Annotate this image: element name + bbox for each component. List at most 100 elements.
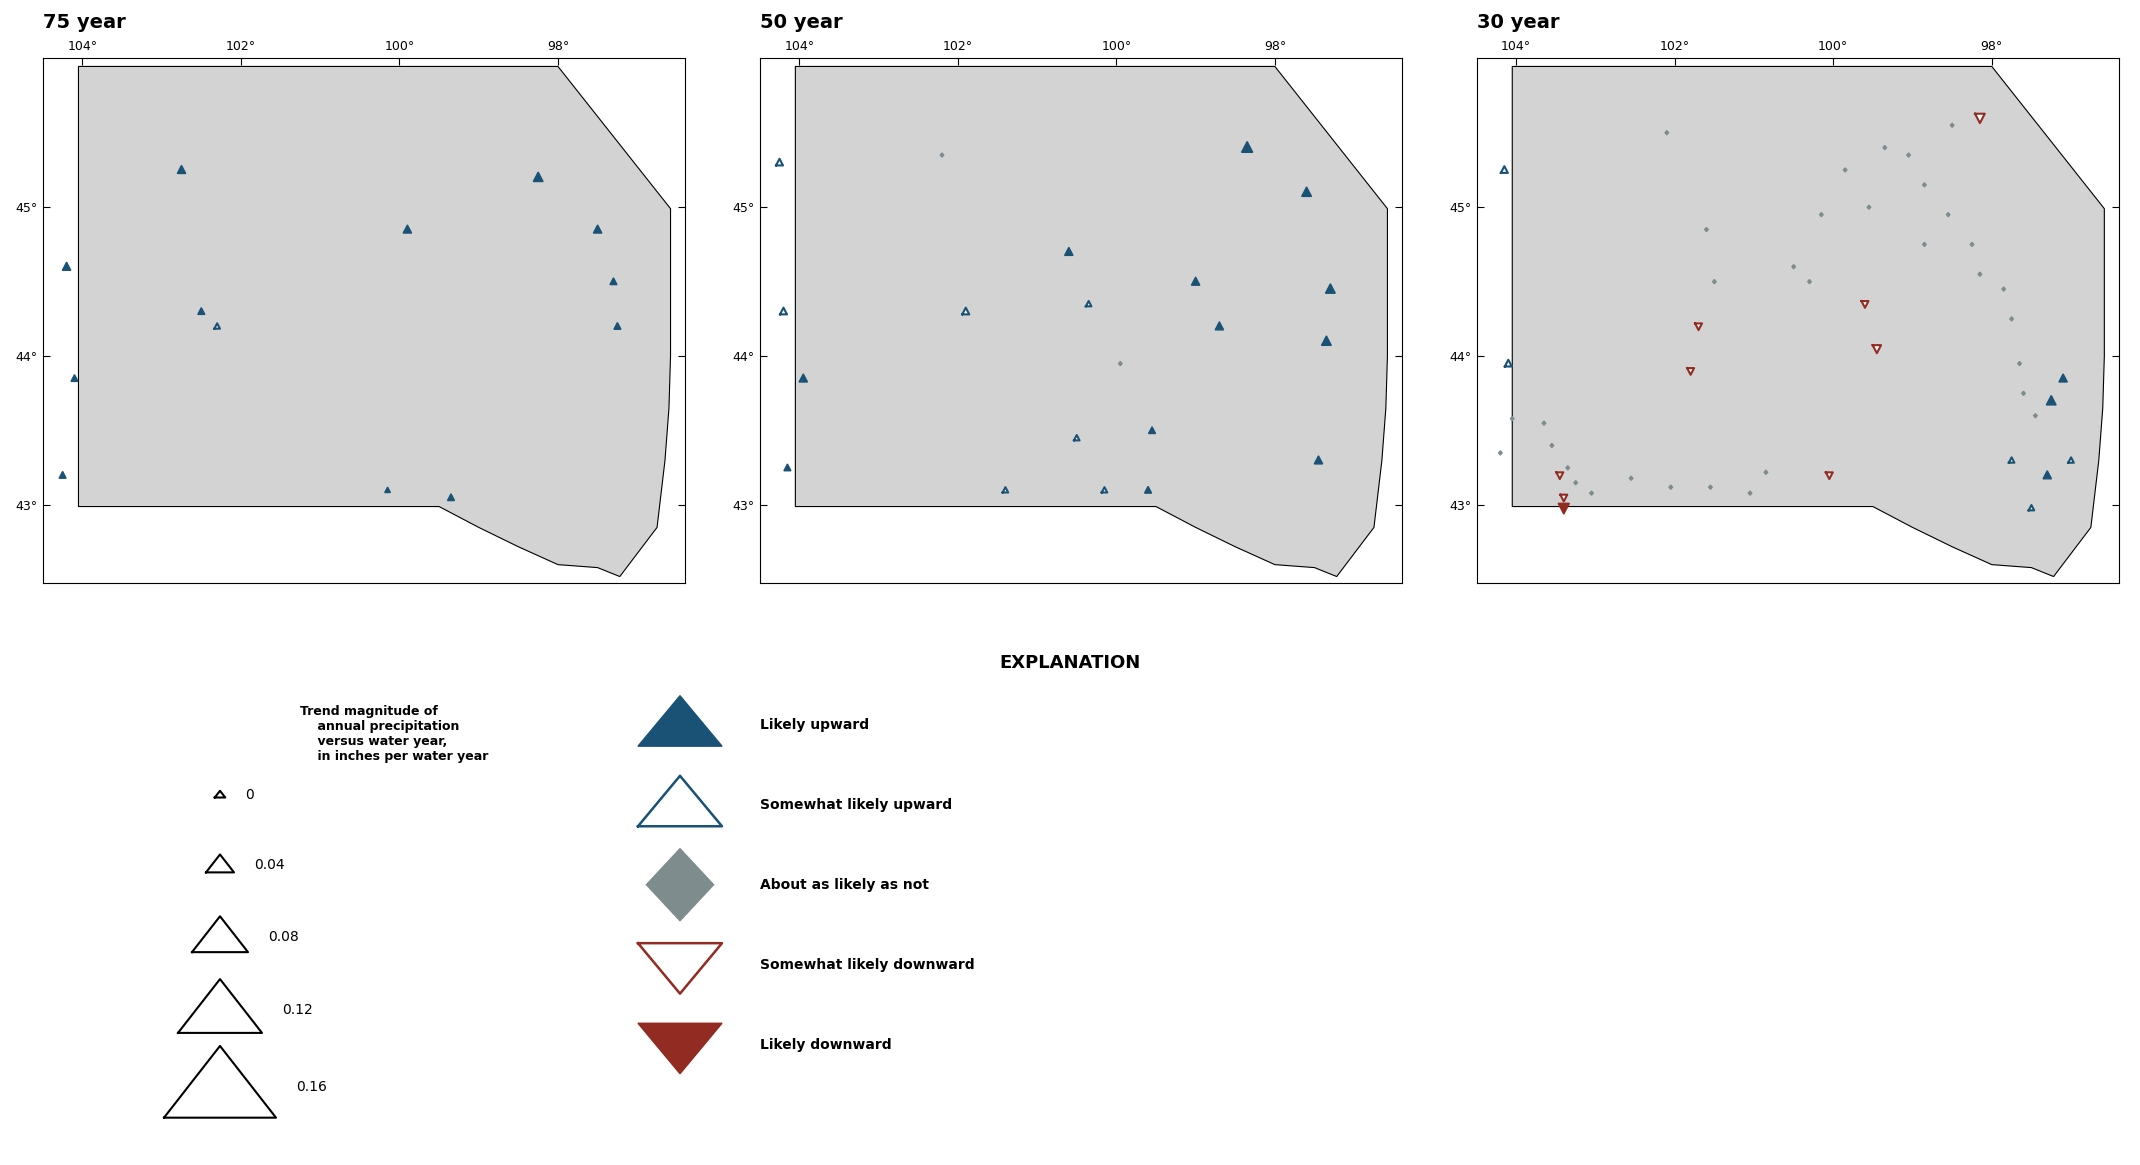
Polygon shape bbox=[1192, 277, 1201, 285]
Polygon shape bbox=[2009, 458, 2014, 463]
Polygon shape bbox=[79, 66, 670, 577]
Polygon shape bbox=[1500, 167, 1509, 172]
Polygon shape bbox=[614, 323, 621, 330]
Polygon shape bbox=[2044, 471, 2052, 479]
Polygon shape bbox=[1074, 435, 1079, 440]
Polygon shape bbox=[1119, 361, 1121, 366]
Polygon shape bbox=[1064, 247, 1072, 255]
Polygon shape bbox=[1314, 456, 1323, 464]
Polygon shape bbox=[2018, 361, 2022, 366]
Polygon shape bbox=[1549, 444, 1554, 447]
Text: 0: 0 bbox=[246, 788, 255, 802]
Polygon shape bbox=[1004, 487, 1008, 493]
Polygon shape bbox=[638, 1023, 721, 1074]
Polygon shape bbox=[1922, 183, 1926, 186]
Polygon shape bbox=[1862, 301, 1868, 308]
Polygon shape bbox=[798, 374, 807, 382]
Polygon shape bbox=[1686, 368, 1695, 375]
Polygon shape bbox=[963, 308, 969, 315]
Polygon shape bbox=[1669, 485, 1673, 489]
Polygon shape bbox=[1763, 471, 1768, 474]
Polygon shape bbox=[783, 464, 792, 471]
Polygon shape bbox=[777, 158, 783, 165]
Polygon shape bbox=[1301, 188, 1312, 197]
Polygon shape bbox=[2059, 374, 2067, 382]
Polygon shape bbox=[1706, 227, 1708, 232]
Polygon shape bbox=[178, 979, 261, 1033]
Polygon shape bbox=[939, 153, 944, 157]
Polygon shape bbox=[178, 165, 186, 174]
Text: 50 year: 50 year bbox=[760, 13, 843, 31]
Polygon shape bbox=[1590, 490, 1594, 495]
Polygon shape bbox=[1808, 280, 1810, 284]
Polygon shape bbox=[1216, 322, 1224, 330]
Polygon shape bbox=[2009, 317, 2014, 322]
Polygon shape bbox=[1947, 212, 1950, 217]
Polygon shape bbox=[1748, 490, 1753, 495]
Polygon shape bbox=[214, 791, 225, 798]
Polygon shape bbox=[165, 1046, 276, 1117]
Polygon shape bbox=[1504, 360, 1511, 367]
Text: Trend magnitude of
    annual precipitation
    versus water year,
    in inches: Trend magnitude of annual precipitation … bbox=[300, 705, 488, 763]
Text: About as likely as not: About as likely as not bbox=[760, 877, 929, 891]
Polygon shape bbox=[1975, 114, 1984, 123]
Polygon shape bbox=[62, 262, 71, 270]
Polygon shape bbox=[205, 854, 233, 873]
Polygon shape bbox=[593, 225, 601, 233]
Polygon shape bbox=[1872, 345, 1881, 353]
Polygon shape bbox=[1149, 426, 1156, 433]
Polygon shape bbox=[2001, 287, 2005, 291]
Polygon shape bbox=[1102, 487, 1106, 493]
Polygon shape bbox=[1145, 486, 1151, 493]
Text: 30 year: 30 year bbox=[1477, 13, 1560, 31]
Polygon shape bbox=[402, 225, 411, 233]
Polygon shape bbox=[1323, 336, 1331, 345]
Polygon shape bbox=[1883, 146, 1887, 150]
Polygon shape bbox=[1573, 481, 1577, 485]
Polygon shape bbox=[796, 66, 1387, 577]
Polygon shape bbox=[447, 494, 454, 501]
Polygon shape bbox=[1558, 503, 1569, 514]
Text: EXPLANATION: EXPLANATION bbox=[999, 655, 1141, 672]
Polygon shape bbox=[1543, 421, 1545, 425]
Polygon shape bbox=[71, 375, 77, 381]
Polygon shape bbox=[1791, 264, 1795, 269]
Text: 0.04: 0.04 bbox=[255, 857, 285, 871]
Polygon shape bbox=[1665, 130, 1669, 135]
Polygon shape bbox=[1712, 280, 1716, 284]
Polygon shape bbox=[1971, 242, 1973, 247]
Polygon shape bbox=[1241, 142, 1252, 153]
Polygon shape bbox=[2033, 414, 2037, 418]
Polygon shape bbox=[385, 487, 389, 493]
Polygon shape bbox=[1950, 123, 1954, 127]
Polygon shape bbox=[779, 308, 788, 315]
Text: Likely downward: Likely downward bbox=[760, 1038, 892, 1052]
Polygon shape bbox=[214, 324, 220, 329]
Polygon shape bbox=[646, 848, 713, 920]
Polygon shape bbox=[1566, 466, 1569, 469]
Polygon shape bbox=[1560, 495, 1566, 501]
Polygon shape bbox=[1819, 212, 1823, 217]
Polygon shape bbox=[1695, 324, 1701, 330]
Polygon shape bbox=[1085, 301, 1091, 306]
Polygon shape bbox=[638, 944, 721, 994]
Polygon shape bbox=[1325, 284, 1335, 294]
Polygon shape bbox=[197, 308, 205, 315]
Polygon shape bbox=[1825, 472, 1832, 479]
Polygon shape bbox=[2022, 391, 2024, 395]
Polygon shape bbox=[2029, 504, 2035, 510]
Polygon shape bbox=[638, 776, 721, 826]
Polygon shape bbox=[193, 916, 248, 952]
Text: Somewhat likely downward: Somewhat likely downward bbox=[760, 958, 974, 972]
Text: 0.08: 0.08 bbox=[268, 930, 300, 944]
Polygon shape bbox=[2046, 395, 2057, 405]
Polygon shape bbox=[1868, 205, 1870, 210]
Text: 0.12: 0.12 bbox=[282, 1003, 312, 1017]
Polygon shape bbox=[2067, 458, 2074, 463]
Text: 75 year: 75 year bbox=[43, 13, 126, 31]
Polygon shape bbox=[1907, 153, 1911, 157]
Polygon shape bbox=[1977, 273, 1982, 276]
Text: 0.16: 0.16 bbox=[295, 1080, 327, 1094]
Polygon shape bbox=[1708, 485, 1712, 489]
Polygon shape bbox=[638, 696, 721, 746]
